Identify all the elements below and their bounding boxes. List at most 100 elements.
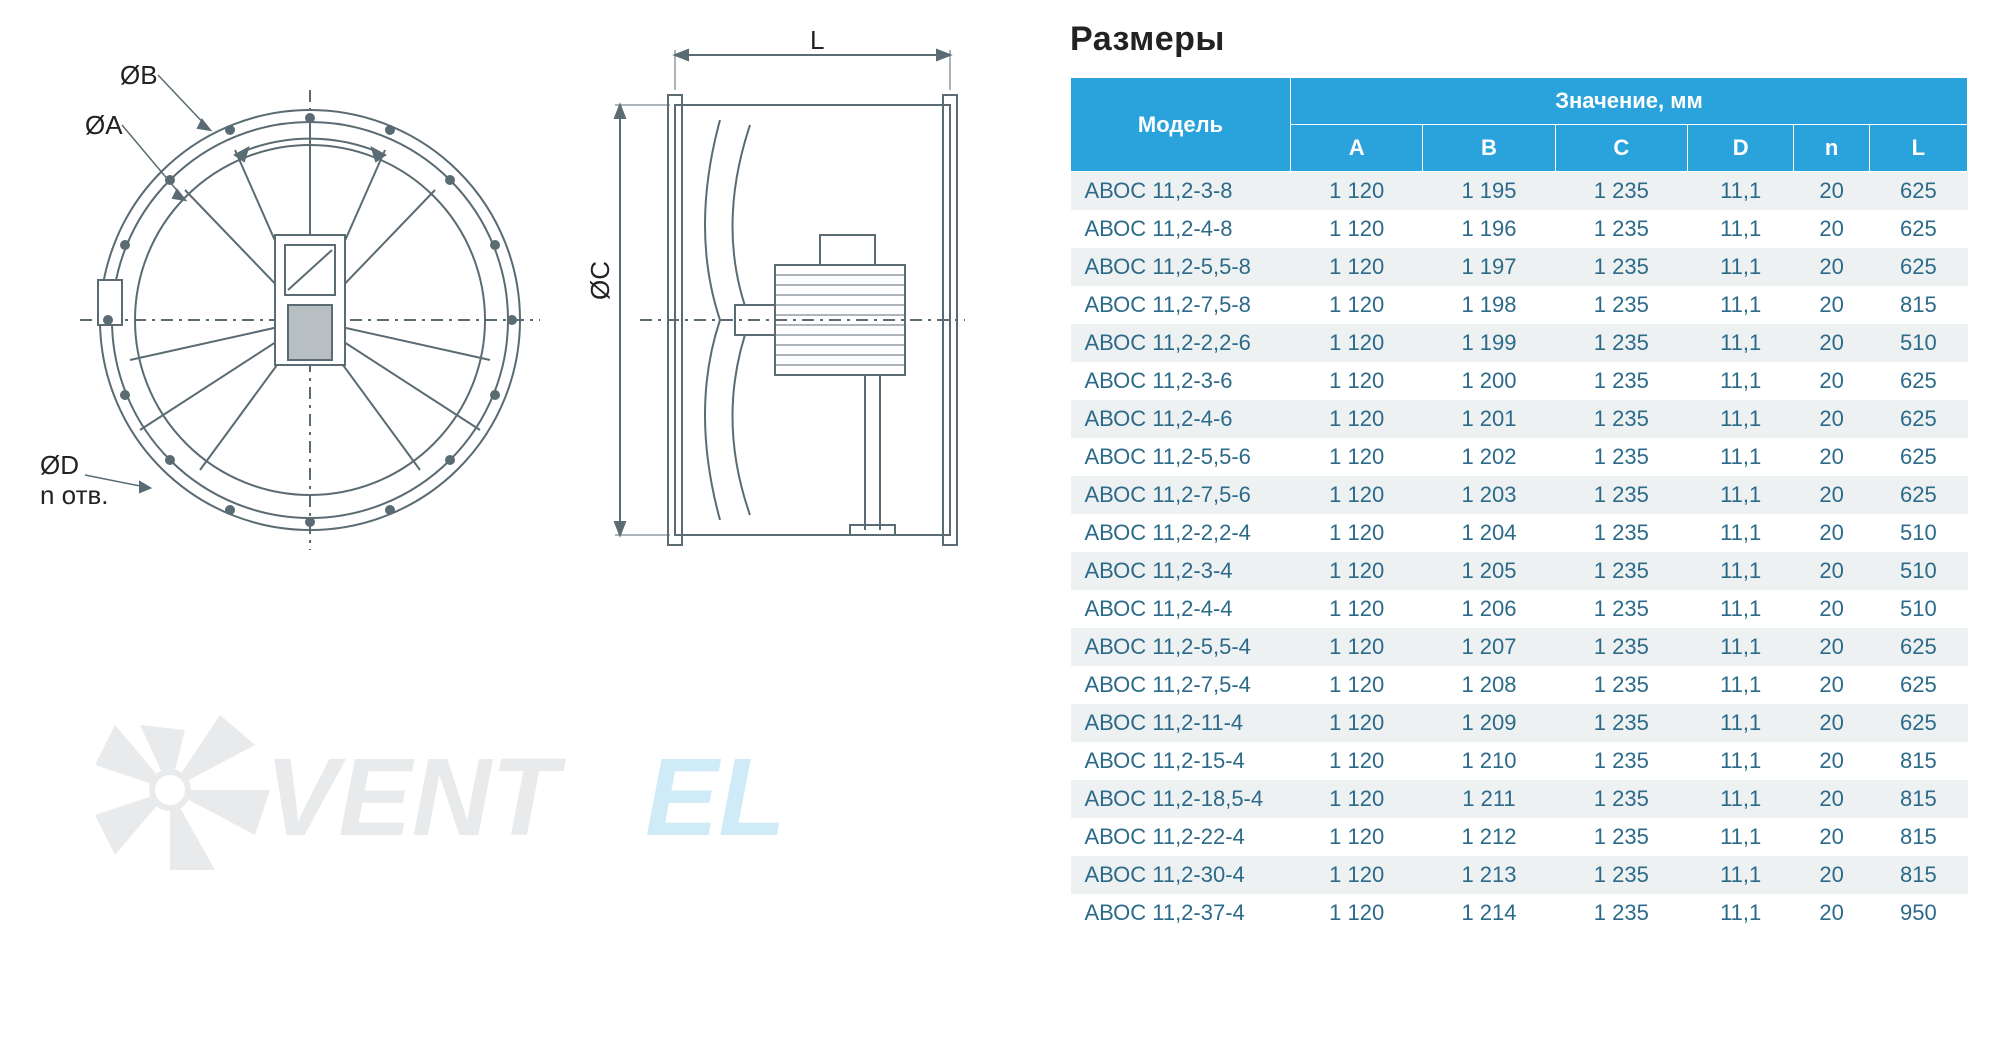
cell-n: 20 (1794, 172, 1869, 211)
cell-n: 20 (1794, 894, 1869, 932)
table-row: АВОС 11,2-5,5-41 1201 2071 23511,120625 (1071, 628, 1968, 666)
cell-model: АВОС 11,2-22-4 (1071, 818, 1291, 856)
cell-A: 1 120 (1291, 894, 1423, 932)
col-header-A: A (1291, 125, 1423, 172)
table-row: АВОС 11,2-3-81 1201 1951 23511,120625 (1071, 172, 1968, 211)
cell-C: 1 235 (1555, 324, 1687, 362)
cell-n: 20 (1794, 780, 1869, 818)
cell-L: 815 (1869, 818, 1967, 856)
cell-L: 625 (1869, 438, 1967, 476)
side-view-svg (580, 30, 970, 570)
cell-model: АВОС 11,2-2,2-4 (1071, 514, 1291, 552)
cell-n: 20 (1794, 362, 1869, 400)
cell-D: 11,1 (1687, 780, 1793, 818)
cell-n: 20 (1794, 666, 1869, 704)
cell-D: 11,1 (1687, 324, 1793, 362)
cell-A: 1 120 (1291, 248, 1423, 286)
col-header-B: B (1423, 125, 1555, 172)
cell-B: 1 201 (1423, 400, 1555, 438)
cell-L: 625 (1869, 704, 1967, 742)
cell-A: 1 120 (1291, 818, 1423, 856)
cell-B: 1 199 (1423, 324, 1555, 362)
cell-n: 20 (1794, 590, 1869, 628)
cell-D: 11,1 (1687, 894, 1793, 932)
cell-B: 1 212 (1423, 818, 1555, 856)
cell-C: 1 235 (1555, 210, 1687, 248)
cell-C: 1 235 (1555, 286, 1687, 324)
cell-C: 1 235 (1555, 400, 1687, 438)
cell-D: 11,1 (1687, 590, 1793, 628)
cell-C: 1 235 (1555, 704, 1687, 742)
table-row: АВОС 11,2-7,5-81 1201 1981 23511,120815 (1071, 286, 1968, 324)
cell-L: 625 (1869, 628, 1967, 666)
cell-n: 20 (1794, 324, 1869, 362)
cell-L: 510 (1869, 552, 1967, 590)
table-row: АВОС 11,2-2,2-41 1201 2041 23511,120510 (1071, 514, 1968, 552)
cell-B: 1 204 (1423, 514, 1555, 552)
cell-B: 1 211 (1423, 780, 1555, 818)
cell-A: 1 120 (1291, 172, 1423, 211)
cell-A: 1 120 (1291, 704, 1423, 742)
cell-A: 1 120 (1291, 324, 1423, 362)
cell-B: 1 205 (1423, 552, 1555, 590)
table-header: Модель Значение, мм ABCDnL (1071, 78, 1968, 172)
table-row: АВОС 11,2-4-81 1201 1961 23511,120625 (1071, 210, 1968, 248)
cell-n: 20 (1794, 628, 1869, 666)
table-row: АВОС 11,2-4-61 1201 2011 23511,120625 (1071, 400, 1968, 438)
table-row: АВОС 11,2-30-41 1201 2131 23511,120815 (1071, 856, 1968, 894)
cell-n: 20 (1794, 742, 1869, 780)
cell-L: 625 (1869, 400, 1967, 438)
cell-D: 11,1 (1687, 552, 1793, 590)
cell-B: 1 210 (1423, 742, 1555, 780)
table-row: АВОС 11,2-37-41 1201 2141 23511,120950 (1071, 894, 1968, 932)
cell-L: 950 (1869, 894, 1967, 932)
cell-C: 1 235 (1555, 514, 1687, 552)
cell-L: 815 (1869, 286, 1967, 324)
cell-n: 20 (1794, 552, 1869, 590)
cell-C: 1 235 (1555, 818, 1687, 856)
cell-A: 1 120 (1291, 400, 1423, 438)
cell-n: 20 (1794, 438, 1869, 476)
cell-model: АВОС 11,2-30-4 (1071, 856, 1291, 894)
cell-model: АВОС 11,2-5,5-6 (1071, 438, 1291, 476)
dim-label-notv: n отв. (40, 480, 109, 511)
cell-B: 1 197 (1423, 248, 1555, 286)
cell-n: 20 (1794, 514, 1869, 552)
table-row: АВОС 11,2-22-41 1201 2121 23511,120815 (1071, 818, 1968, 856)
table-row: АВОС 11,2-2,2-61 1201 1991 23511,120510 (1071, 324, 1968, 362)
cell-C: 1 235 (1555, 894, 1687, 932)
cell-D: 11,1 (1687, 286, 1793, 324)
dim-label-od: ØD (40, 450, 79, 481)
cell-A: 1 120 (1291, 742, 1423, 780)
dim-label-l: L (810, 25, 824, 56)
cell-C: 1 235 (1555, 172, 1687, 211)
cell-model: АВОС 11,2-7,5-4 (1071, 666, 1291, 704)
cell-B: 1 198 (1423, 286, 1555, 324)
cell-A: 1 120 (1291, 552, 1423, 590)
col-header-L: L (1869, 125, 1967, 172)
cell-C: 1 235 (1555, 248, 1687, 286)
cell-n: 20 (1794, 704, 1869, 742)
cell-n: 20 (1794, 286, 1869, 324)
cell-D: 11,1 (1687, 248, 1793, 286)
cell-n: 20 (1794, 818, 1869, 856)
cell-D: 11,1 (1687, 628, 1793, 666)
col-header-value: Значение, мм (1291, 78, 1968, 125)
cell-model: АВОС 11,2-37-4 (1071, 894, 1291, 932)
cell-B: 1 203 (1423, 476, 1555, 514)
cell-B: 1 200 (1423, 362, 1555, 400)
section-title: Размеры (1070, 20, 1968, 59)
cell-A: 1 120 (1291, 438, 1423, 476)
cell-D: 11,1 (1687, 172, 1793, 211)
cell-model: АВОС 11,2-15-4 (1071, 742, 1291, 780)
cell-model: АВОС 11,2-11-4 (1071, 704, 1291, 742)
cell-B: 1 213 (1423, 856, 1555, 894)
cell-D: 11,1 (1687, 362, 1793, 400)
cell-model: АВОС 11,2-2,2-6 (1071, 324, 1291, 362)
cell-B: 1 195 (1423, 172, 1555, 211)
cell-D: 11,1 (1687, 400, 1793, 438)
cell-L: 510 (1869, 590, 1967, 628)
cell-L: 625 (1869, 362, 1967, 400)
cell-model: АВОС 11,2-7,5-8 (1071, 286, 1291, 324)
dimensions-table: Модель Значение, мм ABCDnL АВОС 11,2-3-8… (1070, 77, 1968, 932)
